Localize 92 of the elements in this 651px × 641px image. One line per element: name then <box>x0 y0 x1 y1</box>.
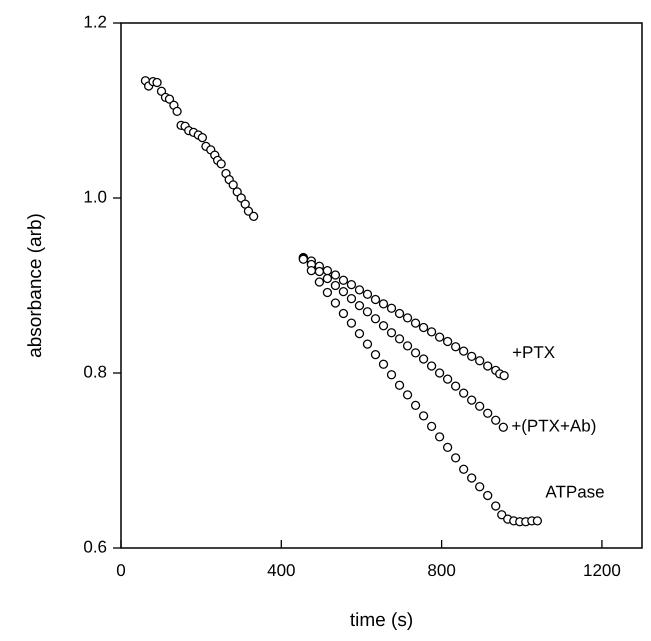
point <box>378 299 388 309</box>
point <box>532 516 542 526</box>
point <box>459 388 468 398</box>
x-tick-label: 400 <box>267 561 296 580</box>
point <box>450 342 460 352</box>
x-tick-label: 0 <box>116 561 126 580</box>
point <box>338 308 348 318</box>
y-tick-label: 1.2 <box>83 12 107 32</box>
point <box>386 328 396 338</box>
point <box>483 490 492 500</box>
point <box>426 422 436 432</box>
point <box>338 286 348 296</box>
point <box>240 199 250 209</box>
point <box>354 328 364 338</box>
point <box>418 322 428 332</box>
point <box>228 180 238 190</box>
point <box>475 402 484 411</box>
point <box>346 280 356 290</box>
point <box>330 280 340 290</box>
point <box>370 314 380 324</box>
point <box>216 159 226 169</box>
point <box>491 416 500 425</box>
point <box>483 408 492 418</box>
point <box>370 294 380 304</box>
point <box>354 300 364 310</box>
point <box>322 274 332 284</box>
x-tick-label: 800 <box>427 561 456 580</box>
x-axis-title: time (s) <box>350 610 414 631</box>
point <box>249 212 258 222</box>
series-label: ATPase <box>545 482 605 502</box>
y-tick-label: 0.8 <box>83 362 107 382</box>
point <box>410 400 420 410</box>
point <box>362 339 372 349</box>
point <box>330 298 340 308</box>
point <box>370 350 380 360</box>
point <box>394 334 404 344</box>
point <box>410 318 420 328</box>
point <box>434 332 444 342</box>
point <box>322 288 332 298</box>
point <box>434 368 444 378</box>
y-tick-label: 1.0 <box>83 187 107 206</box>
point <box>467 395 476 405</box>
point <box>442 442 452 452</box>
point <box>378 321 388 330</box>
point <box>459 346 468 356</box>
point <box>418 354 428 364</box>
point <box>152 78 162 88</box>
point <box>402 390 412 400</box>
point <box>418 411 428 421</box>
point <box>386 370 396 380</box>
point <box>450 381 460 391</box>
point <box>306 266 316 276</box>
point <box>442 336 452 346</box>
point <box>378 360 388 369</box>
point <box>434 432 444 442</box>
point <box>498 422 508 432</box>
x-tick-label: 1200 <box>583 561 621 580</box>
point <box>314 277 324 287</box>
point <box>402 313 412 323</box>
point <box>491 501 500 511</box>
point <box>467 473 476 483</box>
point <box>164 94 174 104</box>
point <box>346 318 356 328</box>
point <box>198 132 208 142</box>
point <box>362 307 372 316</box>
point <box>459 464 468 474</box>
point <box>475 356 484 366</box>
series-label: +(PTX+Ab) <box>511 416 596 436</box>
point <box>499 370 509 380</box>
y-tick-label: 0.6 <box>83 537 107 556</box>
point <box>354 285 364 295</box>
point <box>410 348 420 358</box>
point <box>346 294 356 304</box>
point <box>483 361 492 371</box>
point <box>450 453 460 463</box>
point <box>172 106 182 116</box>
point <box>314 266 324 276</box>
point <box>426 361 436 371</box>
point <box>475 482 484 492</box>
point <box>386 304 396 313</box>
point <box>402 341 412 351</box>
point <box>442 374 452 384</box>
series-label: +PTX <box>512 343 556 362</box>
point <box>426 327 436 337</box>
point <box>330 270 340 280</box>
point <box>394 380 404 390</box>
point <box>362 290 372 299</box>
point <box>467 352 476 362</box>
point <box>156 86 166 96</box>
y-axis-title: absorbance (arb) <box>25 213 46 358</box>
point <box>394 308 404 318</box>
point <box>338 276 348 285</box>
